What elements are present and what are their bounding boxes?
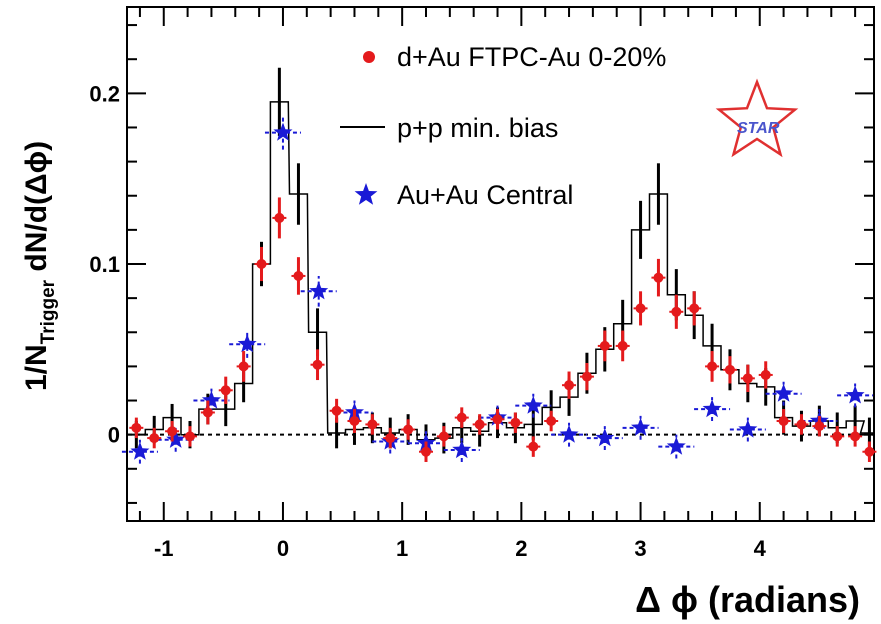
- dau-point: [438, 431, 449, 442]
- dau-point: [202, 407, 213, 418]
- dau-point: [635, 303, 646, 314]
- dau-point: [456, 412, 467, 423]
- auau-star-point: [201, 390, 221, 409]
- dau-point: [546, 416, 557, 427]
- auau-star-point: [595, 428, 615, 447]
- dau-point: [581, 371, 592, 382]
- x-tick-label: 4: [754, 536, 767, 561]
- dau-point: [796, 419, 807, 430]
- x-tick-label: 0: [277, 536, 289, 561]
- dau-point: [832, 431, 843, 442]
- dau-point: [689, 303, 700, 314]
- x-tick-label: 2: [515, 536, 527, 561]
- dau-point: [864, 446, 875, 457]
- dau-point: [850, 431, 861, 442]
- dau-point: [184, 431, 195, 442]
- legend-marker-star: [354, 183, 378, 205]
- dau-point: [131, 422, 142, 433]
- dau-point: [349, 416, 360, 427]
- dau-point: [312, 359, 323, 370]
- x-tick-label: 1: [396, 536, 408, 561]
- legend-marker-circle: [363, 51, 375, 63]
- y-axis-title-main: 1/N: [20, 344, 53, 391]
- auau-star-point: [559, 424, 579, 443]
- y-axis-title-tail: dN/d(Δϕ): [20, 141, 53, 280]
- auau-star-point: [166, 429, 186, 448]
- dau-point: [331, 405, 342, 416]
- dau-point: [814, 421, 825, 432]
- dau-point: [653, 272, 664, 283]
- x-tick-label: 3: [634, 536, 646, 561]
- auau-star-point: [631, 417, 651, 436]
- dau-point: [492, 414, 503, 425]
- dau-point: [256, 259, 267, 269]
- dau-point: [367, 419, 378, 430]
- dau-point: [742, 373, 753, 384]
- auau-star-point: [237, 334, 257, 353]
- dau-point: [724, 364, 735, 375]
- axis-ticks: [128, 8, 873, 520]
- dau-point: [238, 361, 249, 372]
- auau-star-point: [845, 385, 865, 404]
- dau-point: [564, 380, 575, 391]
- dau-point: [760, 369, 771, 380]
- y-tick-label: 0.2: [89, 81, 120, 106]
- auau-star-point: [666, 436, 686, 455]
- dau-point: [403, 424, 414, 435]
- dau-point: [293, 270, 304, 281]
- legend-label-pp: p+p min. bias: [397, 113, 558, 143]
- auau-star-point: [309, 281, 329, 300]
- auau-star-point: [702, 399, 722, 418]
- star-logo-icon: [715, 78, 799, 158]
- series-layer: [121, 67, 877, 464]
- dau-point: [671, 306, 682, 317]
- x-tick-labels: -1 0 1 2 3 4: [154, 536, 767, 561]
- y-tick-labels: 0 0.1 0.2: [89, 81, 120, 447]
- auau-star-point: [273, 122, 293, 141]
- dau-point: [274, 212, 285, 223]
- legend-label-dau: d+Au FTPC-Au 0-20%: [397, 42, 666, 72]
- star-logo-text: STAR: [737, 120, 780, 137]
- auau-star-point: [523, 395, 543, 414]
- dau-point: [778, 416, 789, 427]
- dau-point: [510, 417, 521, 428]
- y-axis-title: 1/NTrigger dN/d(Δϕ): [20, 141, 59, 391]
- plot-frame: [126, 6, 875, 522]
- auau-star-point: [738, 419, 758, 438]
- dau-point: [385, 433, 396, 444]
- pp-histogram: [128, 101, 873, 441]
- dau-point: [617, 340, 628, 351]
- dau-point: [149, 433, 160, 444]
- star-logo: STAR: [715, 78, 799, 158]
- dau-point: [707, 361, 718, 372]
- y-axis-title-sub: Trigger: [38, 279, 59, 344]
- dau-point: [599, 340, 610, 351]
- x-tick-label: -1: [154, 536, 174, 561]
- legend: d+Au FTPC-Au 0-20% p+p min. bias Au+Au C…: [340, 42, 666, 210]
- x-axis-title: Δ ϕ (radians): [635, 579, 860, 620]
- dau-point: [220, 385, 231, 396]
- legend-label-auau: Au+Au Central: [397, 180, 573, 210]
- auau-star-point: [452, 440, 472, 459]
- auau-star-point: [774, 383, 794, 402]
- dau-point: [528, 441, 539, 452]
- dau-point: [474, 419, 485, 430]
- y-tick-label: 0: [108, 423, 120, 448]
- y-tick-label: 0.1: [89, 252, 120, 277]
- auau-star-point: [130, 441, 150, 460]
- dau-point: [421, 446, 431, 457]
- dau-point: [167, 426, 178, 437]
